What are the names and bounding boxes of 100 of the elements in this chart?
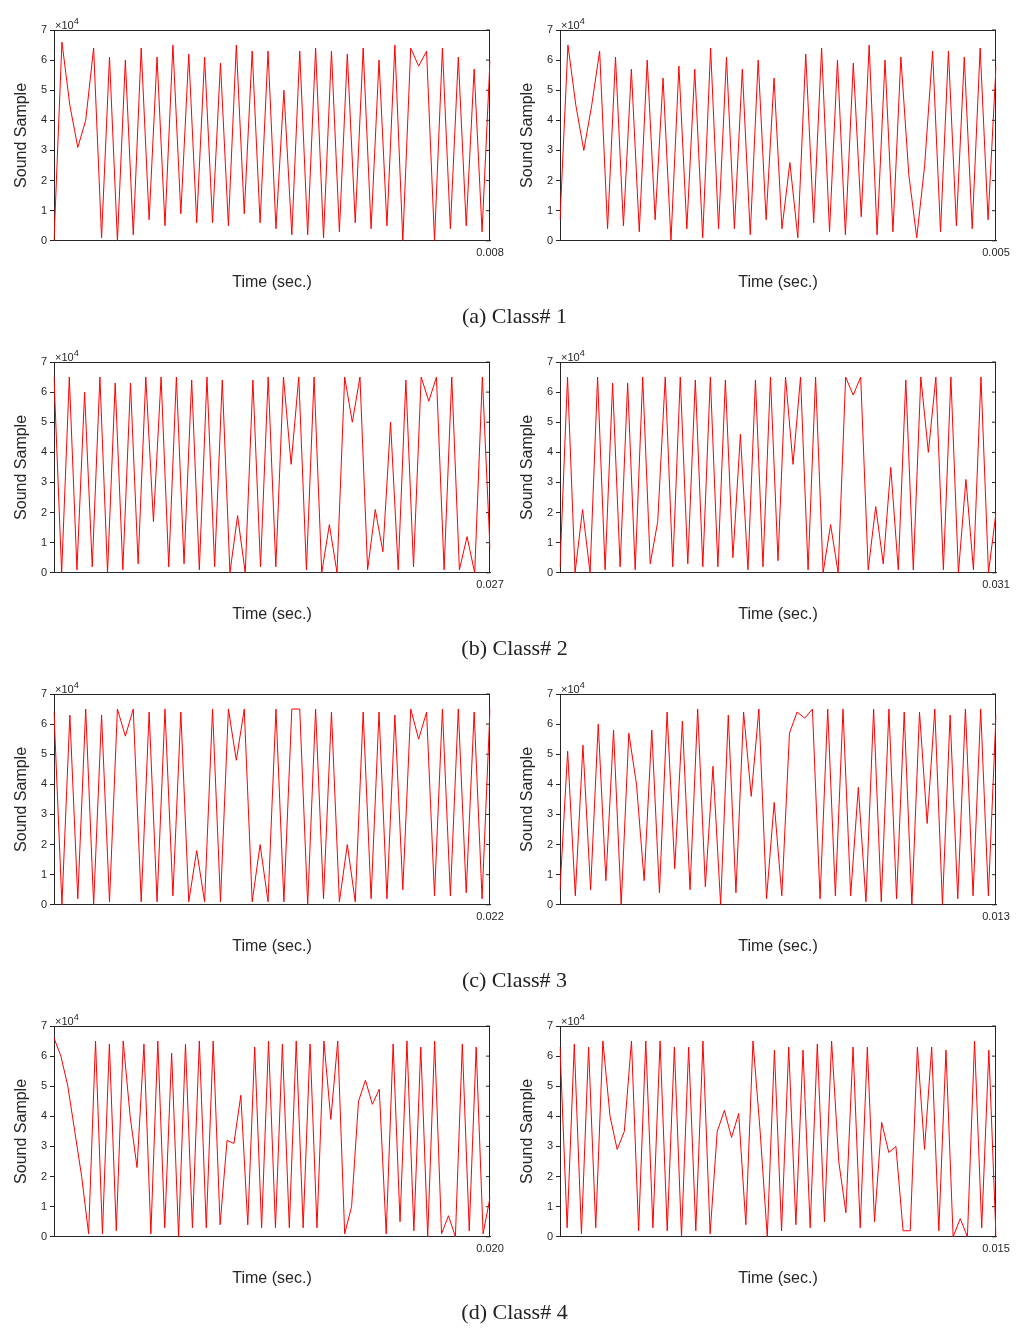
y-tick-label: 7 [40, 687, 47, 700]
y-tick-label: 6 [546, 53, 553, 66]
y-axis-title: Sound Sample [518, 746, 536, 852]
text: 0.020 [476, 1241, 504, 1254]
y-axis-title: Sound Sample [12, 82, 30, 188]
y-axis-title: Sound Sample [12, 746, 30, 852]
y-tick-label: 7 [40, 1019, 47, 1032]
y-axis-title: Sound Sample [12, 1078, 30, 1184]
annotation: ×10$^{4}$ [55, 15, 79, 31]
y-tick-label: 7 [546, 23, 553, 36]
y-axis-title: Sound Sample [12, 414, 30, 520]
y-tick-label: 7 [546, 1019, 553, 1032]
y-tick-label: 6 [40, 385, 47, 398]
y-tick-label: 2 [546, 505, 553, 518]
y-tick-label: 3 [40, 807, 47, 820]
text: 0.013 [982, 909, 1010, 922]
y-tick-label: 1 [546, 867, 553, 880]
annotation: ×10$^{4}$ [55, 347, 79, 363]
x-axis-title: Time (sec.) [232, 604, 312, 622]
y-tick-label: 1 [546, 535, 553, 548]
y-tick-label: 1 [40, 867, 47, 880]
y-tick-label: 2 [40, 505, 47, 518]
y-tick-label: 1 [546, 1199, 553, 1212]
annotation: ×10$^{4}$ [561, 347, 585, 363]
x-axis-title: Time (sec.) [738, 272, 818, 290]
y-tick-label: 4 [40, 113, 47, 126]
y-tick-label: 0 [40, 1229, 47, 1242]
y-tick-label: 1 [40, 203, 47, 216]
x-axis-title: Time (sec.) [232, 936, 312, 954]
text: 0.005 [982, 245, 1010, 258]
x-axis-title: Time (sec.) [232, 272, 312, 290]
y-tick-label: 5 [40, 747, 47, 760]
annotation: ×10$^{4}$ [55, 1011, 79, 1027]
y-tick-label: 3 [546, 1139, 553, 1152]
y-tick-label: 2 [40, 837, 47, 850]
y-tick-label: 4 [546, 445, 553, 458]
y-tick-label: 0 [40, 565, 47, 578]
y-tick-label: 7 [546, 687, 553, 700]
y-tick-label: 1 [546, 203, 553, 216]
y-tick-label: 5 [546, 83, 553, 96]
y-tick-label: 5 [546, 415, 553, 428]
y-tick-label: 3 [40, 475, 47, 488]
y-tick-label: 5 [40, 83, 47, 96]
y-axis-title: Sound Sample [518, 82, 536, 188]
text: (c) Class# 3 [460, 966, 569, 994]
y-tick-label: 4 [40, 445, 47, 458]
y-tick-label: 7 [40, 355, 47, 368]
y-tick-label: 6 [40, 717, 47, 730]
y-tick-label: 1 [40, 1199, 47, 1212]
x-axis-title: Time (sec.) [232, 1268, 312, 1286]
x-axis-title: Time (sec.) [738, 604, 818, 622]
y-tick-label: 5 [546, 747, 553, 760]
y-tick-label: 5 [546, 1079, 553, 1092]
text: 0.008 [476, 245, 504, 258]
text: 0.022 [476, 909, 504, 922]
y-tick-label: 3 [546, 143, 553, 156]
y-tick-label: 4 [40, 1109, 47, 1122]
y-tick-label: 0 [546, 1229, 553, 1242]
y-tick-label: 6 [546, 1049, 553, 1062]
annotation: ×10$^{4}$ [561, 1011, 585, 1027]
annotation: ×10$^{4}$ [55, 679, 79, 695]
y-tick-label: 4 [546, 113, 553, 126]
y-tick-label: 0 [40, 233, 47, 246]
y-tick-label: 3 [40, 1139, 47, 1152]
y-tick-label: 5 [40, 1079, 47, 1092]
text: (a) Class# 1 [460, 302, 569, 330]
y-tick-label: 2 [546, 1169, 553, 1182]
text: (d) Class# 4 [460, 1298, 569, 1326]
y-tick-label: 6 [40, 53, 47, 66]
text: 0.027 [476, 577, 504, 590]
y-tick-label: 0 [546, 565, 553, 578]
y-tick-label: 5 [40, 415, 47, 428]
y-tick-label: 4 [546, 1109, 553, 1122]
annotation: ×10$^{4}$ [561, 15, 585, 31]
y-tick-label: 4 [40, 777, 47, 790]
y-tick-label: 2 [546, 837, 553, 850]
text: 0.031 [982, 577, 1010, 590]
y-tick-label: 0 [40, 897, 47, 910]
y-tick-label: 7 [40, 23, 47, 36]
x-axis-title: Time (sec.) [738, 936, 818, 954]
y-axis-title: Sound Sample [518, 1078, 536, 1184]
y-tick-label: 3 [546, 475, 553, 488]
y-tick-label: 2 [546, 173, 553, 186]
text: (b) Class# 2 [460, 634, 569, 662]
y-tick-label: 3 [40, 143, 47, 156]
y-tick-label: 7 [546, 355, 553, 368]
y-tick-label: 6 [40, 1049, 47, 1062]
text: 0.015 [982, 1241, 1010, 1254]
y-tick-label: 6 [546, 385, 553, 398]
annotation: ×10$^{4}$ [561, 679, 585, 695]
y-tick-label: 4 [546, 777, 553, 790]
y-tick-label: 0 [546, 233, 553, 246]
y-tick-label: 2 [40, 1169, 47, 1182]
x-axis-title: Time (sec.) [738, 1268, 818, 1286]
y-tick-label: 3 [546, 807, 553, 820]
y-tick-label: 6 [546, 717, 553, 730]
y-tick-label: 1 [40, 535, 47, 548]
y-tick-label: 0 [546, 897, 553, 910]
y-tick-label: 2 [40, 173, 47, 186]
y-axis-title: Sound Sample [518, 414, 536, 520]
